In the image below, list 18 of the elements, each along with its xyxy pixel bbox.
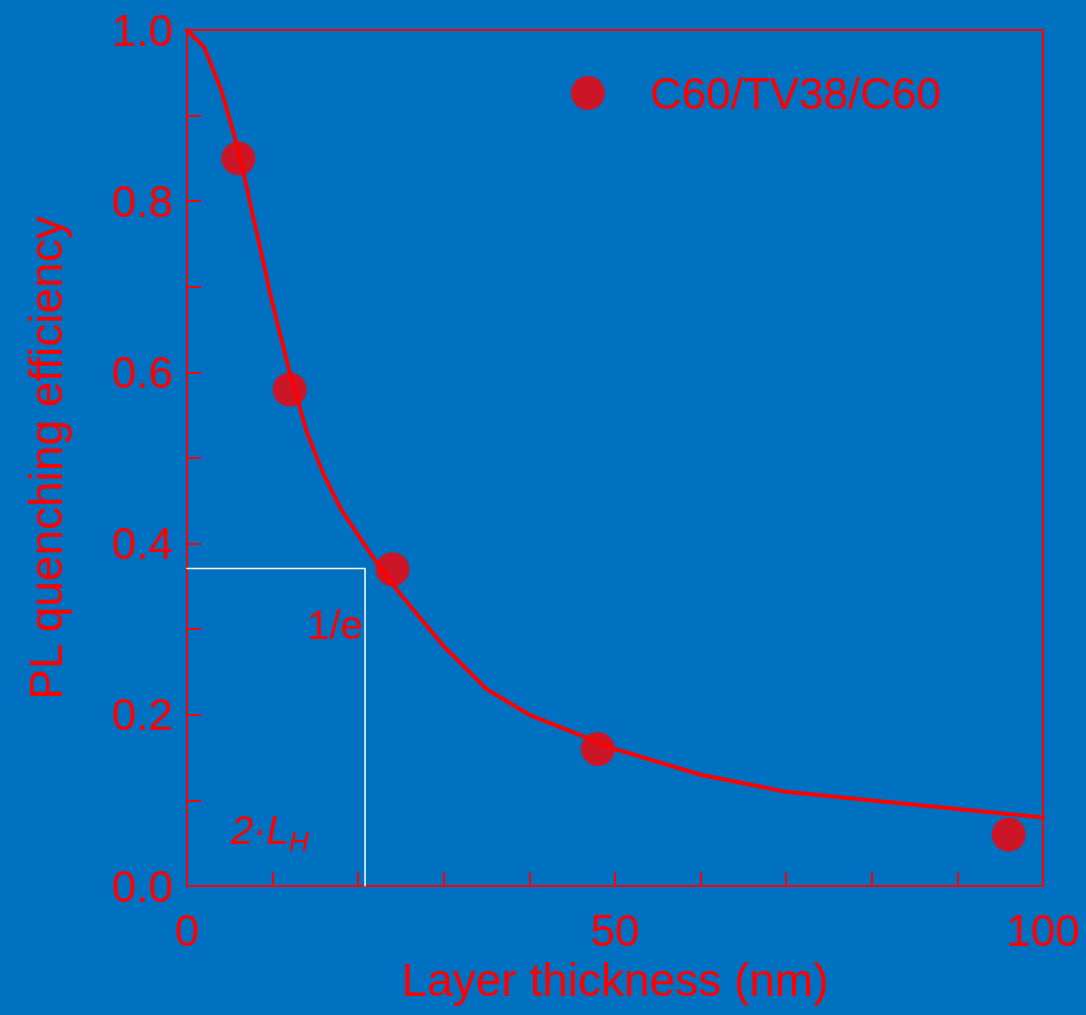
point	[272, 372, 307, 407]
y-tick-label: 0.2	[111, 690, 173, 740]
point	[221, 141, 256, 176]
annotation: 1/e	[307, 603, 363, 647]
x-tick-label: 50	[590, 905, 640, 955]
y-tick-label: 0.8	[111, 176, 173, 226]
x-axis-title: Layer thickness (nm)	[401, 953, 829, 1006]
point	[375, 552, 410, 587]
y-tick-label: 1.0	[111, 5, 173, 55]
x-tick-label: 0	[174, 905, 200, 955]
y-tick-label: 0.6	[111, 347, 173, 397]
y-axis-title: PL quenching efficiency	[20, 216, 72, 700]
y-tick-label: 0.0	[111, 861, 173, 911]
x-tick-label: 100	[1006, 905, 1080, 955]
point	[991, 817, 1026, 852]
legend-label: C60/TV38/C60	[649, 68, 942, 118]
y-tick-label: 0.4	[111, 519, 173, 569]
point	[580, 732, 615, 767]
